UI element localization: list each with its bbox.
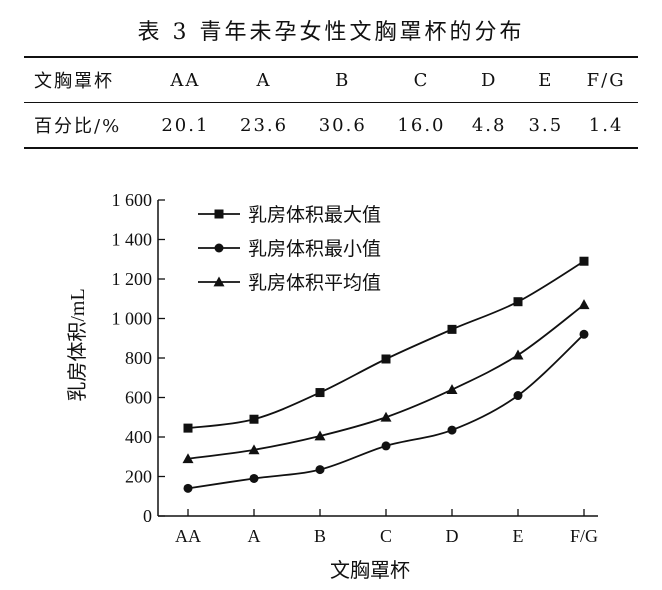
x-axis-label: 文胸罩杯	[330, 559, 410, 582]
data-point-triangle	[578, 299, 590, 310]
y-tick-label: 1 600	[112, 190, 153, 210]
data-point-triangle	[380, 411, 392, 422]
legend-marker-square	[214, 209, 224, 219]
x-tick-label: E	[513, 526, 524, 546]
y-tick-label: 400	[125, 427, 152, 447]
series-line	[187, 303, 585, 460]
table-percent-label: 百分比/%	[34, 116, 122, 137]
y-tick-label: 1 000	[112, 309, 153, 329]
data-point-square	[447, 324, 457, 334]
legend-entry: 乳房体积最大值	[198, 204, 381, 226]
table-percent-cell: 16.0	[397, 114, 446, 136]
table-header-row: 文胸罩杯 AA A B C D E F/G	[24, 57, 638, 103]
data-point-square	[249, 414, 259, 424]
table-cup-cell: AA	[146, 57, 225, 103]
data-point-triangle	[446, 384, 458, 394]
legend-entry: 乳房体积最小值	[198, 238, 381, 260]
table-percent-cell: 30.6	[318, 114, 367, 136]
table-cup-cell: B	[303, 57, 383, 103]
distribution-table-wrapper: 文胸罩杯 AA A B C D E F/G 百分比/% 20.1 23.6 30…	[24, 56, 638, 149]
data-point-circle	[447, 425, 457, 435]
y-tick-label: 1 200	[112, 269, 153, 289]
distribution-table: 文胸罩杯 AA A B C D E F/G 百分比/% 20.1 23.6 30…	[24, 56, 638, 149]
data-point-circle	[183, 483, 193, 493]
table-percent-row: 百分比/% 20.1 23.6 30.6 16.0 4.8 3.5 1.4	[24, 103, 638, 149]
x-tick-label: AA	[175, 526, 201, 546]
data-point-square	[579, 256, 589, 266]
legend-entry: 乳房体积平均值	[198, 272, 381, 294]
x-tick-label: F/G	[570, 526, 598, 546]
x-tick-label: D	[446, 526, 459, 546]
y-axis-label: 乳房体积/mL	[66, 288, 89, 401]
table-percent-cell: 4.8	[471, 114, 507, 136]
data-point-triangle	[248, 444, 260, 455]
x-tick-label: B	[314, 526, 326, 546]
x-tick-label: A	[248, 526, 261, 546]
chart-series-layer	[182, 256, 590, 493]
table-percent-cell: 1.4	[588, 114, 624, 136]
data-point-square	[183, 423, 193, 433]
data-point-circle	[381, 441, 391, 451]
y-tick-label: 800	[125, 348, 152, 368]
table-cup-cell: D	[460, 57, 518, 103]
y-tick-label: 1 400	[112, 230, 153, 250]
series-square	[183, 256, 589, 433]
legend-label: 乳房体积最小值	[248, 238, 381, 260]
data-point-triangle	[512, 349, 524, 360]
data-point-triangle	[314, 430, 326, 441]
series-circle	[183, 329, 589, 493]
data-point-square	[513, 297, 523, 307]
data-point-circle	[579, 329, 589, 339]
table-percent-cell: 20.1	[161, 114, 210, 136]
table-cup-cell: F/G	[574, 57, 638, 103]
data-point-square	[381, 354, 391, 364]
legend-label: 乳房体积平均值	[248, 272, 381, 294]
legend-marker-circle	[214, 243, 224, 253]
table-title: 表 3 青年未孕女性文胸罩杯的分布	[137, 20, 525, 45]
legend-label: 乳房体积最大值	[248, 204, 381, 226]
table-cup-cell: E	[517, 57, 575, 103]
data-point-triangle	[182, 453, 194, 464]
y-tick-label: 200	[125, 467, 152, 487]
data-point-circle	[513, 391, 523, 401]
series-triangle	[182, 299, 590, 464]
x-tick-label: C	[380, 526, 392, 546]
y-tick-label: 0	[143, 506, 152, 526]
data-point-square	[315, 388, 325, 398]
table-percent-cell: 23.6	[240, 114, 289, 136]
legend-marker-triangle	[213, 276, 225, 287]
data-point-circle	[249, 473, 259, 483]
y-tick-label: 600	[125, 388, 152, 408]
table-cup-cell: C	[382, 57, 461, 103]
table-percent-cell: 3.5	[528, 114, 564, 136]
table-header-label: 文胸罩杯	[24, 57, 146, 103]
data-point-circle	[315, 465, 325, 475]
table-cup-cell: A	[224, 57, 304, 103]
